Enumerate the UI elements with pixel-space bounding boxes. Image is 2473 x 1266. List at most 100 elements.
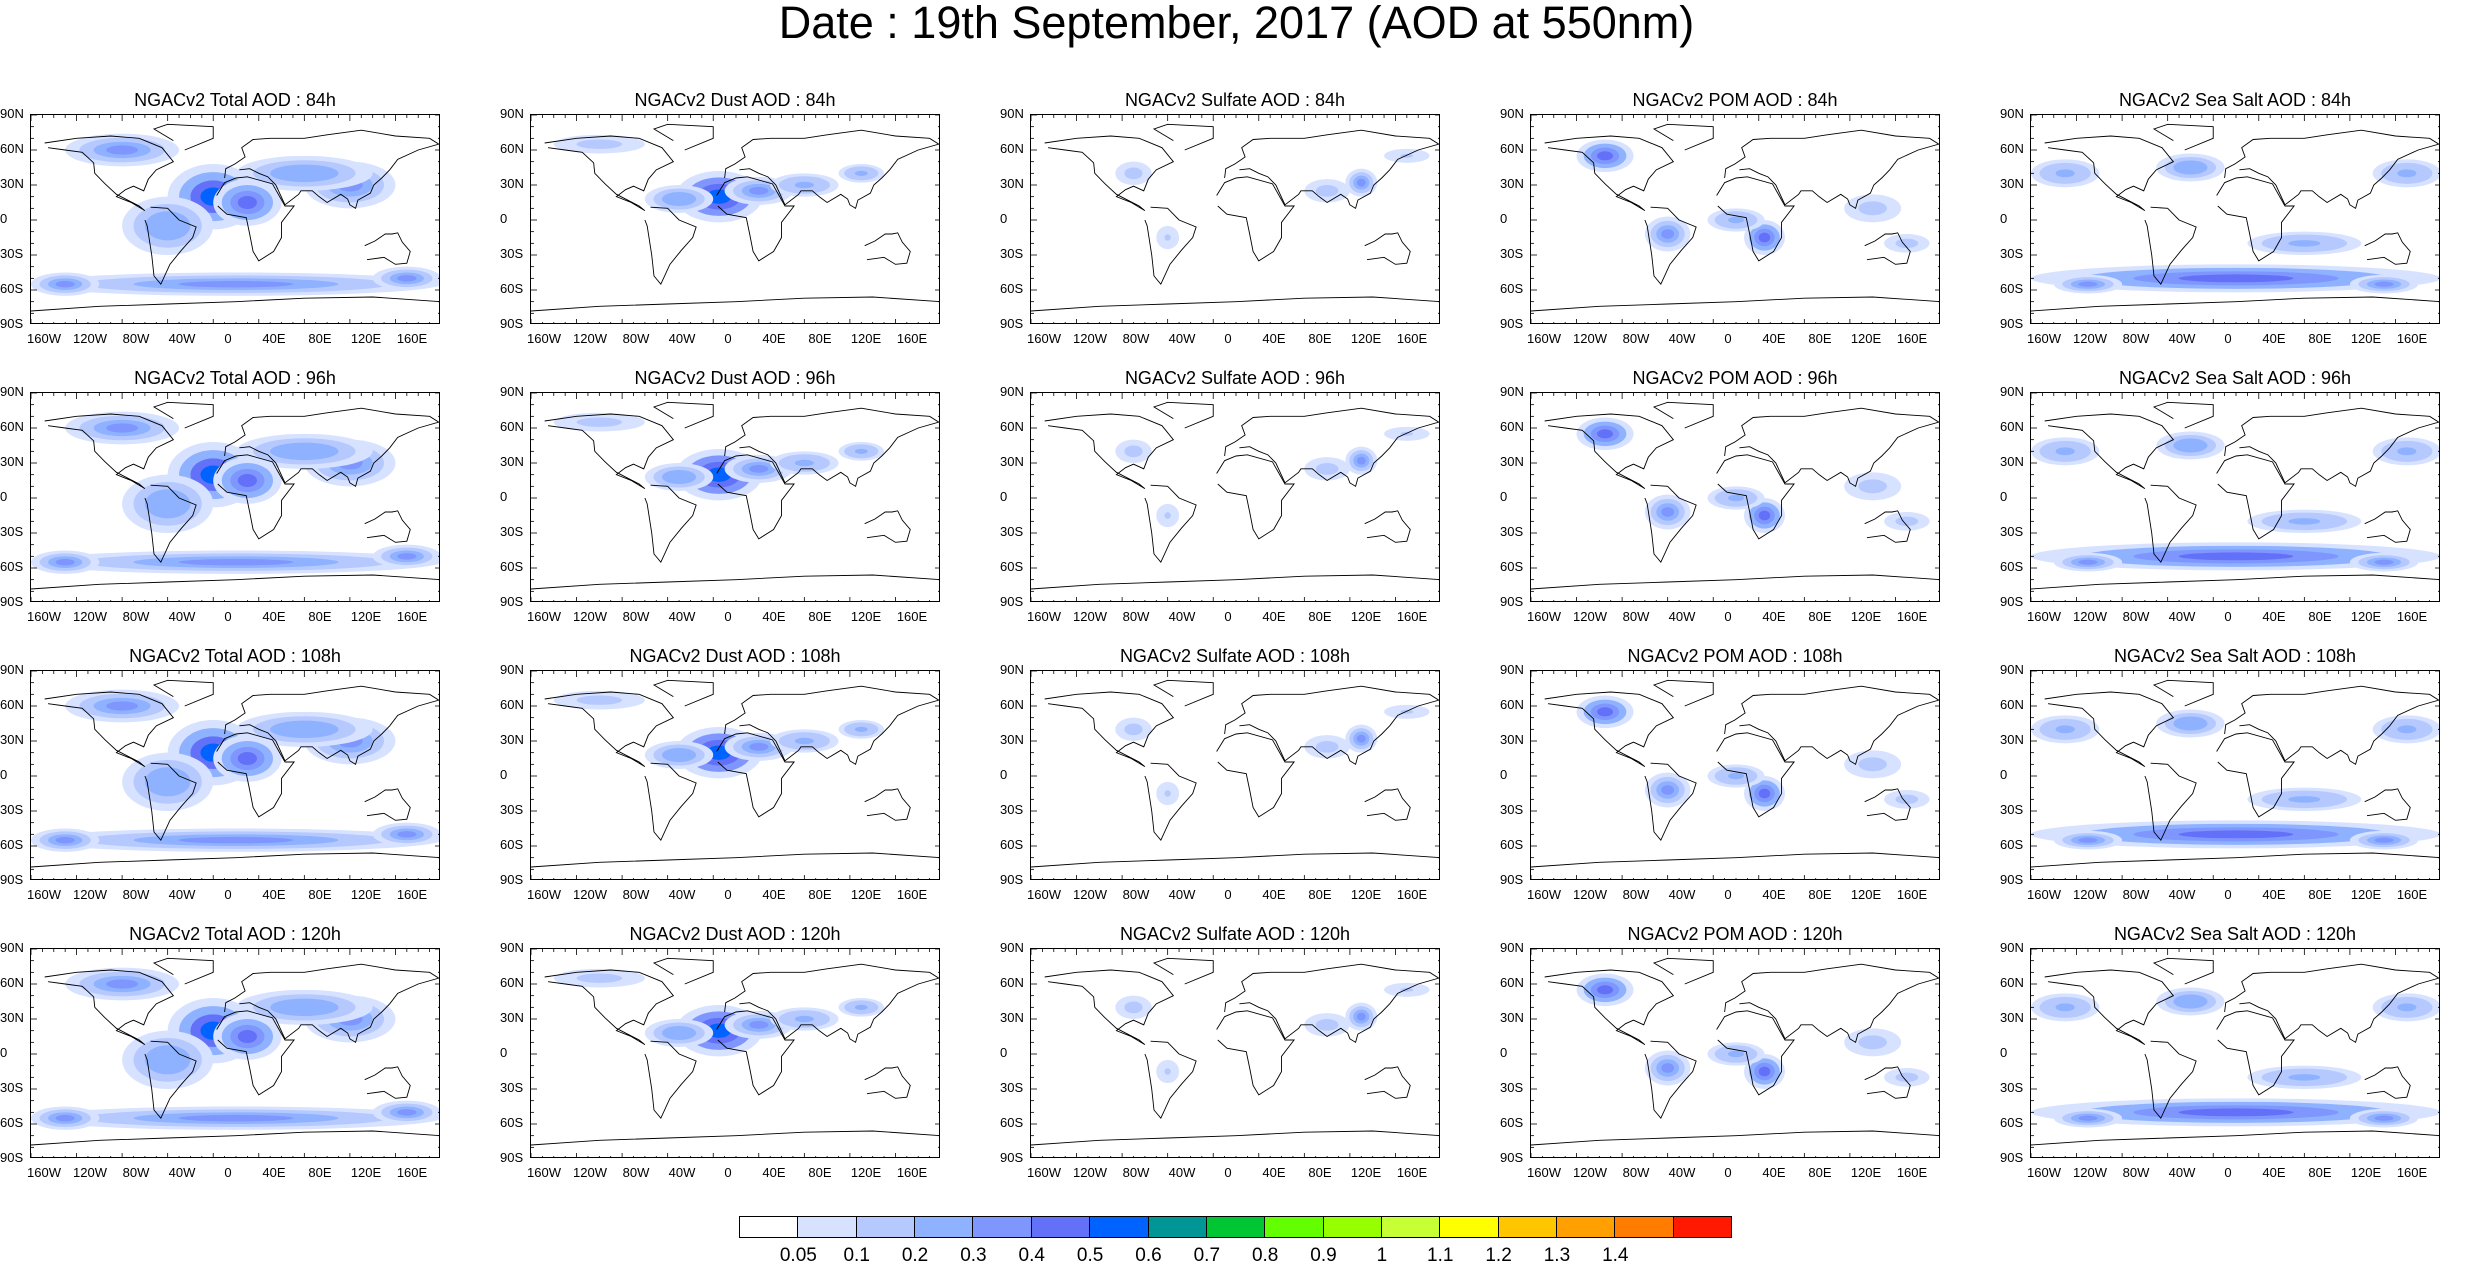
lat-tick-label: 60N	[0, 419, 24, 434]
coastline	[1044, 691, 1175, 768]
lon-tick-label: 40W	[668, 331, 696, 346]
map-plot-area	[1530, 392, 1940, 602]
lat-tick-label: 60S	[500, 1115, 524, 1130]
coastline	[2044, 413, 2175, 490]
lat-tick-label: 30S	[2000, 246, 2024, 261]
coastline	[1531, 574, 1939, 590]
lon-tick-label: 120W	[1073, 887, 1107, 902]
colorbar-swatch	[797, 1216, 857, 1238]
coastline	[644, 762, 697, 842]
map-plot-area	[30, 670, 440, 880]
aod-field-map	[531, 115, 939, 323]
panel-title: NGACv2 Dust AOD : 108h	[629, 646, 841, 666]
lon-tick-label: 120W	[1573, 887, 1607, 902]
aod-shade	[237, 751, 257, 766]
coastline	[864, 1066, 911, 1099]
lon-tick-label: 0	[2224, 609, 2232, 624]
lon-tick-label: 80W	[122, 609, 150, 624]
lon-tick-label: 40W	[1168, 887, 1196, 902]
map-panel: NGACv2 Sulfate AOD : 96h 90N 60N 30N 0 30S 60S…	[1000, 368, 1440, 668]
aod-shade	[1356, 1012, 1366, 1021]
lon-tick-label: 120W	[2073, 609, 2107, 624]
lat-tick-label: 60N	[1500, 141, 1524, 156]
lon-tick-label: 120W	[1573, 1165, 1607, 1180]
map-panel: NGACv2 Sea Salt AOD : 96h 90N 60N 30N 0 30S 60…	[2000, 368, 2440, 668]
lon-tick-label: 0	[724, 609, 732, 624]
lon-tick-label: 80W	[1122, 331, 1150, 346]
aod-shade	[285, 724, 324, 735]
lon-tick-label: 120E	[350, 609, 382, 624]
panel-title: NGACv2 POM AOD : 120h	[1627, 924, 1843, 944]
aod-shade	[2374, 281, 2394, 287]
lon-tick-label: 40E	[762, 331, 786, 346]
lat-tick-label: 30N	[1000, 732, 1024, 747]
coastline	[1224, 129, 1439, 210]
aod-shade	[669, 195, 689, 203]
coastline	[531, 852, 939, 868]
lon-tick-label: 40W	[1668, 1165, 1696, 1180]
lon-tick-label: 160W	[2027, 887, 2061, 902]
lon-tick-label: 120E	[1350, 609, 1382, 624]
colorbar-swatch	[914, 1216, 974, 1238]
aod-field-map	[31, 949, 439, 1157]
aod-shade	[586, 975, 613, 981]
aod-shade	[154, 773, 181, 790]
lon-tick-label: 40E	[1762, 331, 1786, 346]
aod-shade	[586, 419, 613, 425]
lat-tick-label: 30S	[0, 1080, 24, 1095]
lat-tick-label: 30S	[2000, 1080, 2024, 1095]
aod-shade	[669, 1029, 689, 1037]
lon-tick-label: 40E	[762, 1165, 786, 1180]
lon-tick-label: 120E	[1850, 331, 1882, 346]
lon-tick-label: 160W	[1027, 609, 1061, 624]
lon-tick-label: 0	[2224, 1165, 2232, 1180]
aod-shade	[794, 459, 814, 467]
lon-tick-label: 80E	[308, 609, 332, 624]
lat-tick-label: 60S	[1000, 559, 1024, 574]
lon-tick-label: 160E	[1396, 331, 1428, 346]
map-panel: NGACv2 Sea Salt AOD : 108h 90N 60N 30N 0 30S 6…	[2000, 646, 2440, 946]
aod-shade	[1164, 790, 1171, 797]
aod-shade	[237, 195, 257, 210]
coastline	[144, 1040, 197, 1120]
panel-title: NGACv2 Sea Salt AOD : 96h	[2118, 368, 2352, 388]
coastline	[1644, 1040, 1697, 1120]
map-plot-area	[30, 114, 440, 324]
lon-tick-label: 160E	[896, 1165, 928, 1180]
aod-shade	[1864, 1038, 1881, 1047]
coastline	[1044, 413, 1175, 490]
lon-tick-label: 160E	[896, 609, 928, 624]
lat-tick-label: 30N	[2000, 732, 2024, 747]
aod-shade	[1758, 788, 1771, 799]
lat-tick-label: 90N	[2000, 940, 2024, 955]
aod-shade	[1320, 187, 1334, 195]
lon-tick-label: 80E	[1808, 887, 1832, 902]
panel-title: NGACv2 Sea Salt AOD : 120h	[2113, 924, 2357, 944]
coastline	[2031, 1130, 2439, 1146]
panel-title: NGACv2 POM AOD : 108h	[1627, 646, 1843, 666]
aod-shade	[1597, 151, 1613, 161]
aod-shade	[1320, 743, 1334, 751]
lat-tick-label: 30N	[1500, 1010, 1524, 1025]
coastline	[152, 679, 214, 707]
colorbar-swatch	[1672, 1216, 1733, 1238]
aod-shade	[106, 145, 139, 155]
aod-shade	[2178, 1108, 2294, 1117]
lon-tick-label: 40W	[1168, 331, 1196, 346]
lon-tick-label: 0	[224, 331, 232, 346]
lat-tick-label: 0	[2000, 767, 2008, 782]
aod-shade	[2288, 1074, 2321, 1081]
lon-tick-label: 40W	[1168, 1165, 1196, 1180]
lat-tick-label: 60S	[1500, 1115, 1524, 1130]
coastline	[224, 407, 439, 488]
aod-shade	[2397, 169, 2417, 178]
map-panel: NGACv2 Dust AOD : 84h 90N 60N 30N 0 30S 60S 90S…	[500, 90, 940, 390]
lon-tick-label: 80W	[122, 1165, 150, 1180]
colorbar-swatch	[1147, 1216, 1207, 1238]
lon-tick-label: 80W	[1622, 1165, 1650, 1180]
aod-shade	[794, 181, 814, 189]
coastline	[544, 135, 675, 212]
lat-tick-label: 30N	[0, 732, 24, 747]
map-panel: NGACv2 POM AOD : 120h 90N 60N 30N 0 30S 60S 90S…	[1500, 924, 1940, 1224]
coastline	[652, 679, 714, 707]
